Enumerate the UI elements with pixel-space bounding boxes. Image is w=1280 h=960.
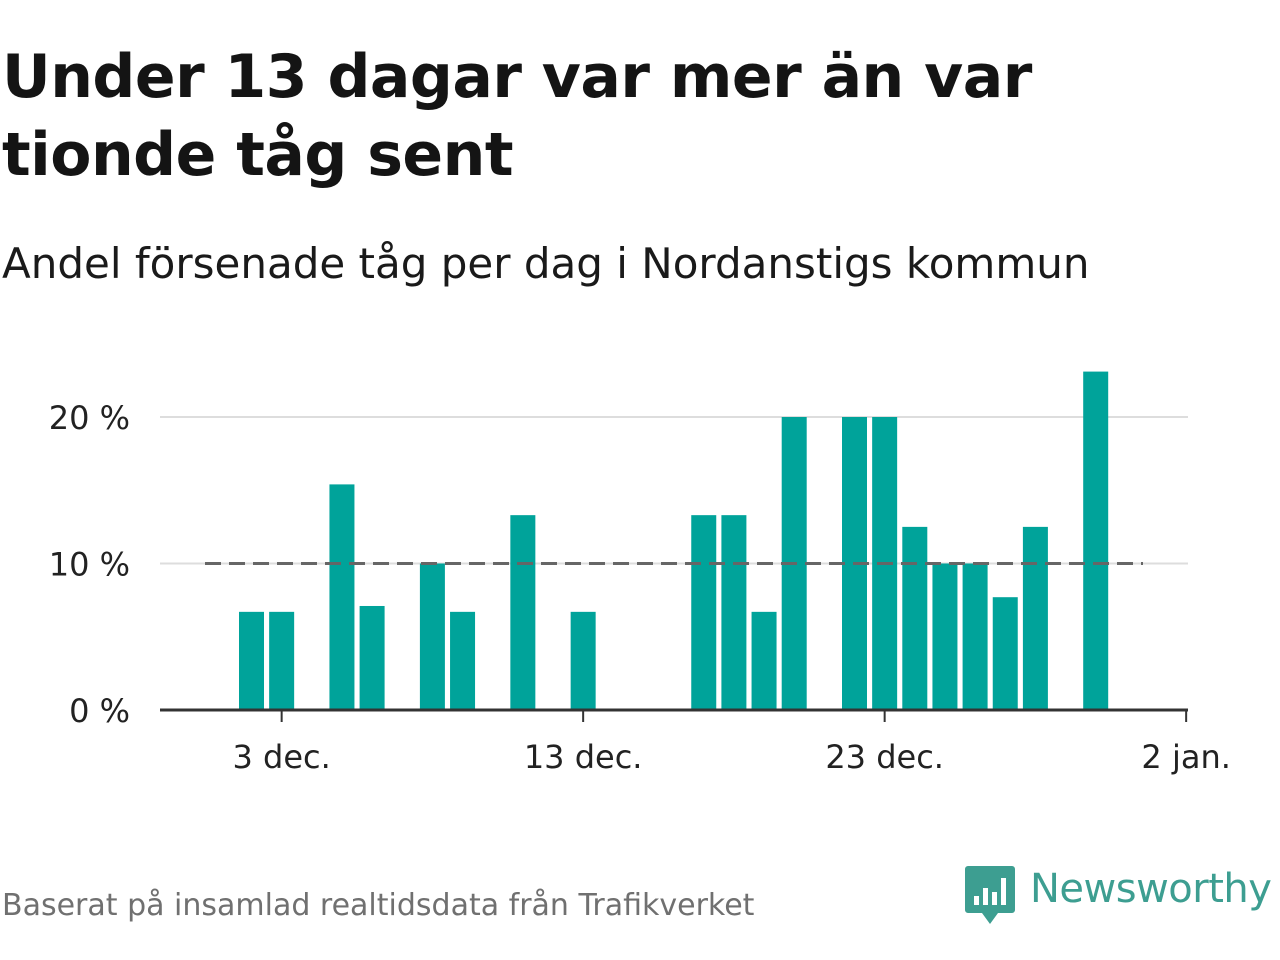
bar: [450, 611, 476, 710]
y-tick-label: 10 %: [49, 546, 130, 584]
bars: [239, 371, 1109, 710]
axes: 0 % 10 % 20 % 3 dec. 13 dec. 23 dec. 2 jan.: [49, 399, 1231, 776]
bar: [962, 563, 988, 710]
bar: [419, 563, 445, 710]
chart-title: Under 13 dagar var mer än var tionde tåg…: [2, 42, 1032, 190]
bar: [359, 605, 385, 710]
x-tick-label: 3 dec.: [233, 738, 331, 776]
bar: [902, 526, 928, 710]
bar-chart: 0 % 10 % 20 % 3 dec. 13 dec. 23 dec. 2 jan.: [49, 371, 1231, 776]
bar: [932, 563, 958, 710]
bar: [269, 611, 295, 710]
bar: [1022, 526, 1048, 710]
bar: [510, 515, 536, 710]
x-tick-label: 23 dec.: [825, 738, 944, 776]
y-tick-label: 20 %: [49, 399, 130, 437]
chart-subtitle: Andel försenade tåg per dag i Nordanstig…: [2, 239, 1090, 288]
bar: [570, 611, 596, 710]
bar: [691, 515, 717, 710]
x-tick-label: 13 dec.: [524, 738, 643, 776]
bar: [751, 611, 777, 710]
bar: [1083, 371, 1109, 710]
newsworthy-logo-icon: [965, 866, 1015, 924]
bar: [329, 484, 355, 710]
bar: [992, 597, 1018, 710]
source-note: Baserat på insamlad realtidsdata från Tr…: [2, 888, 755, 923]
newsworthy-logo[interactable]: Newsworthy: [964, 864, 1272, 926]
logo-text: Newsworthy: [1030, 866, 1272, 912]
bar: [721, 515, 747, 710]
y-tick-label: 0 %: [69, 692, 130, 730]
bar: [239, 611, 264, 710]
x-tick-label: 2 jan.: [1141, 738, 1230, 776]
